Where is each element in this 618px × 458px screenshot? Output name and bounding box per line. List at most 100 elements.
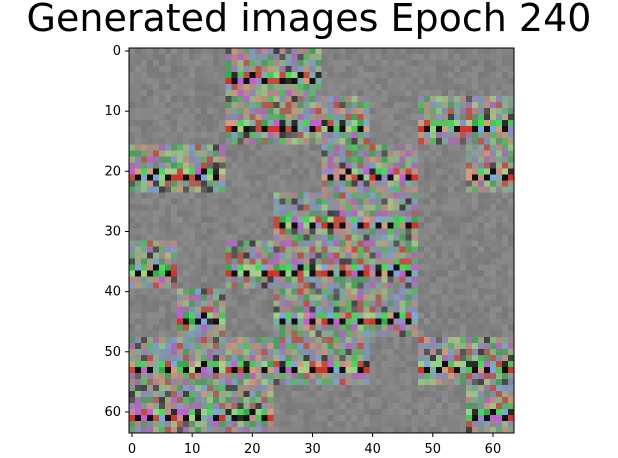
heatmap-pixel [159,348,166,355]
heatmap-pixel [303,408,310,416]
heatmap-pixel [153,294,160,301]
heatmap-pixel [165,78,172,85]
heatmap-pixel [435,132,442,139]
heatmap-pixel [435,258,442,265]
heatmap-pixel [291,48,298,55]
heatmap-pixel [135,348,142,355]
heatmap-pixel [219,108,226,115]
heatmap-pixel [183,162,190,169]
heatmap-pixel [201,318,208,325]
heatmap-pixel [357,384,364,391]
heatmap-pixel [363,312,370,319]
heatmap-pixel [159,126,166,133]
heatmap-pixel [231,168,238,175]
heatmap-pixel [219,300,226,307]
heatmap-pixel [393,306,400,313]
heatmap-pixel [381,348,388,355]
heatmap-pixel [321,402,328,410]
heatmap-pixel [225,120,232,127]
heatmap-pixel [279,66,286,73]
heatmap-pixel [435,294,442,301]
heatmap-pixel [303,252,310,259]
heatmap-pixel [321,228,328,235]
heatmap-pixel [507,114,515,121]
heatmap-pixel [495,156,503,163]
heatmap-pixel [315,198,322,205]
heatmap-pixel [465,420,472,428]
heatmap-pixel [219,342,226,349]
heatmap-pixel [279,414,286,422]
heatmap-pixel [249,270,256,277]
heatmap-pixel [501,228,509,235]
heatmap-pixel [375,426,382,434]
heatmap-pixel [381,186,388,193]
heatmap-pixel [429,138,436,145]
heatmap-pixel [357,264,364,271]
heatmap-pixel [309,144,316,151]
heatmap-pixel [255,408,262,416]
heatmap-pixel [297,348,304,355]
heatmap-pixel [405,330,412,337]
heatmap-pixel [189,102,196,109]
heatmap-pixel [333,66,340,73]
heatmap-pixel [171,336,178,343]
heatmap-pixel [135,180,142,187]
heatmap-pixel [459,60,466,67]
heatmap-pixel [267,96,274,103]
heatmap-pixel [435,84,442,91]
heatmap-pixel [213,258,220,265]
heatmap-pixel [303,66,310,73]
heatmap-pixel [489,84,497,91]
heatmap-pixel [219,306,226,313]
heatmap-pixel [345,162,352,169]
heatmap-pixel [291,360,298,367]
heatmap-pixel [405,384,412,391]
heatmap-pixel [201,138,208,145]
heatmap-pixel [399,174,406,181]
heatmap-pixel [225,354,232,361]
heatmap-pixel [387,342,394,349]
heatmap-pixel [267,144,274,151]
heatmap-pixel [429,120,436,127]
heatmap-pixel [465,342,472,349]
heatmap-pixel [459,132,466,139]
heatmap-pixel [393,66,400,73]
heatmap-pixel [255,264,262,271]
heatmap-pixel [327,306,334,313]
heatmap-pixel [141,360,148,367]
heatmap-pixel [213,60,220,67]
heatmap-pixel [135,138,142,145]
heatmap-pixel [507,252,515,259]
heatmap-pixel [141,426,148,434]
heatmap-pixel [339,342,346,349]
heatmap-pixel [297,120,304,127]
heatmap-pixel [291,180,298,187]
heatmap-pixel [261,108,268,115]
heatmap-pixel [357,180,364,187]
heatmap-pixel [507,372,515,379]
heatmap-pixel [225,384,232,391]
heatmap-pixel [195,288,202,295]
heatmap-pixel [237,84,244,91]
heatmap-pixel [327,114,334,121]
heatmap-pixel [345,150,352,157]
heatmap-pixel [495,276,503,283]
heatmap-pixel [183,90,190,97]
heatmap-pixel [309,84,316,91]
heatmap-pixel [411,312,418,319]
heatmap-pixel [267,234,274,241]
heatmap-pixel [129,420,136,428]
heatmap-pixel [135,228,142,235]
heatmap-pixel [249,150,256,157]
heatmap-pixel [429,198,436,205]
heatmap-pixel [477,138,485,145]
heatmap-pixel [213,138,220,145]
heatmap-pixel [141,96,148,103]
heatmap-pixel [411,390,418,397]
heatmap-pixel [441,138,448,145]
heatmap-pixel [177,54,184,61]
heatmap-pixel [225,150,232,157]
heatmap-pixel [297,84,304,91]
heatmap-pixel [399,198,406,205]
heatmap-pixel [333,282,340,289]
